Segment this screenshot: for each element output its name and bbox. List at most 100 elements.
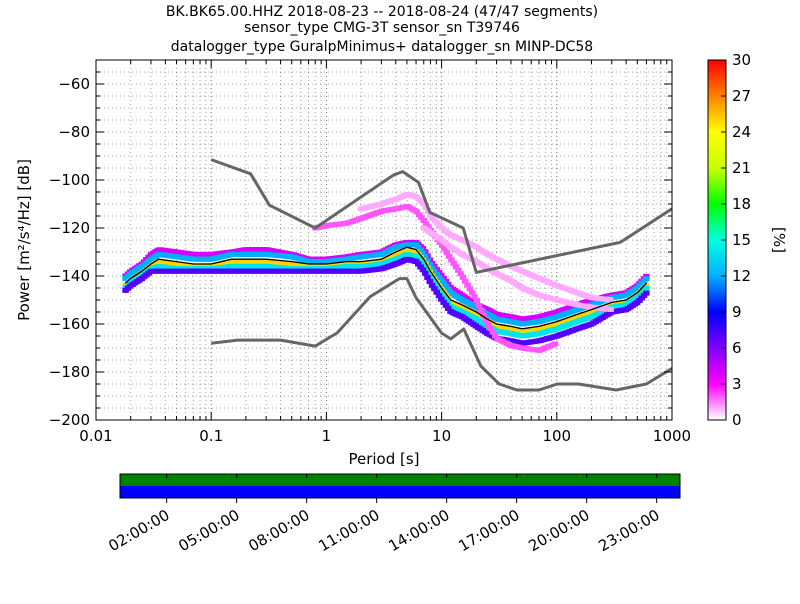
y-tick-label: −140 <box>49 267 90 285</box>
colorbar-label: [%] <box>770 227 788 253</box>
density-cell <box>427 213 434 219</box>
density-cell <box>415 212 423 218</box>
density-cell <box>482 317 490 323</box>
nlnm-line <box>211 277 673 392</box>
y-tick-label: −120 <box>49 219 90 237</box>
density-cell <box>428 265 436 271</box>
density-cell <box>466 286 474 292</box>
timeline-tick-label: 11:00:00 <box>315 506 382 555</box>
density-cell <box>551 341 559 347</box>
density-cell <box>412 249 420 255</box>
density-cell <box>441 246 448 252</box>
y-tick-label: −100 <box>49 171 90 189</box>
density-cell <box>487 326 494 332</box>
density-cell <box>475 302 483 308</box>
density-cell <box>417 247 424 253</box>
y-tick-label: −60 <box>58 75 90 93</box>
density-cell <box>433 289 440 295</box>
colorbar-ticks: 0 3 6 9 12 15 18 21 24 27 30 <box>721 51 751 429</box>
timeline-tick-label: 23:00:00 <box>595 506 662 555</box>
density-cell <box>415 244 422 250</box>
density-cell <box>606 297 614 303</box>
x-axis-ticks: 0.01 0.1 1 10 100 1000 <box>79 60 691 445</box>
timeline: 02:00:00 05:00:00 08:00:00 11:00:00 14:00:00… <box>105 473 681 555</box>
timeline-tick-label: 14:00:00 <box>385 506 452 555</box>
timeline-tick-label: 20:00:00 <box>525 506 592 555</box>
density-cell <box>419 267 427 273</box>
density-cell <box>420 218 428 224</box>
density-cell <box>440 280 447 286</box>
density-cells <box>122 191 650 353</box>
density-cell <box>438 277 445 283</box>
density-cell <box>489 329 497 335</box>
density-cell <box>464 282 471 288</box>
noise-models <box>210 158 673 392</box>
plot-area <box>96 60 672 420</box>
density-cell <box>450 260 457 266</box>
density-cell <box>426 262 434 268</box>
density-cell <box>444 286 452 292</box>
density-cell <box>445 253 453 259</box>
timeline-upper-band <box>120 474 680 486</box>
density-cell <box>459 274 467 280</box>
density-cell <box>425 224 432 230</box>
density-cell <box>440 299 447 305</box>
density-cell <box>412 259 420 265</box>
density-cell <box>420 201 427 207</box>
density-cell <box>443 250 451 256</box>
y-axis-ticks: −200 −180 −160 −140 −120 −100 −80 −60 <box>49 71 672 429</box>
density-cell <box>413 209 421 215</box>
y-tick-label: −180 <box>49 363 90 381</box>
density-cell <box>444 305 452 311</box>
density-cell <box>643 285 650 291</box>
density-cell <box>412 254 420 260</box>
timeline-tick-label: 02:00:00 <box>105 506 172 555</box>
timeline-tick-label: 17:00:00 <box>455 506 522 555</box>
nhnm-line <box>210 158 673 274</box>
colorbar-tick-label: 6 <box>732 339 742 357</box>
chart-title-line-1: BK.BK65.00.HHZ 2018-08-23 -- 2018-08-24 … <box>166 4 598 20</box>
x-tick-label: 1 <box>322 427 332 445</box>
density-cell <box>426 279 434 285</box>
colorbar-tick-label: 27 <box>732 87 751 105</box>
density-cell <box>424 274 431 280</box>
colorbar-tick-label: 3 <box>732 375 742 393</box>
density-cell <box>461 278 469 284</box>
density-cell <box>418 215 425 221</box>
timeline-frame <box>119 473 681 499</box>
y-tick-label: −80 <box>58 123 90 141</box>
density-cell <box>421 270 429 276</box>
colorbar-tick-label: 21 <box>732 159 751 177</box>
colorbar-tick-label: 15 <box>732 231 751 249</box>
colorbar-tick-label: 12 <box>732 267 751 285</box>
x-tick-label: 0.1 <box>199 427 223 445</box>
chart-title-line-3: datalogger_type GuralpMinimus+ datalogge… <box>171 39 593 55</box>
density-cell <box>471 294 478 300</box>
timeline-tick-label: 05:00:00 <box>175 506 242 555</box>
density-cell <box>438 296 445 302</box>
density-cell <box>419 250 427 256</box>
colorbar-tick-label: 0 <box>732 411 742 429</box>
density-cell <box>433 271 440 277</box>
density-cell <box>448 257 455 263</box>
colorbar-tick-label: 9 <box>732 303 742 321</box>
timeline-lower-band <box>120 486 680 498</box>
y-tick-label: −200 <box>49 411 90 429</box>
x-tick-label: 0.01 <box>79 427 112 445</box>
density-cell <box>421 254 429 260</box>
colorbar-tick-label: 18 <box>732 195 751 213</box>
mode-series-line <box>124 246 647 330</box>
density-cell <box>442 302 450 308</box>
x-tick-label: 1000 <box>653 427 691 445</box>
y-axis-label: Power [m²/s⁴/Hz] [dB] <box>15 159 33 321</box>
density-cell <box>435 274 443 280</box>
density-cell <box>422 221 430 227</box>
density-cell <box>607 306 614 312</box>
density-cell <box>428 282 436 288</box>
y-tick-label: −160 <box>49 315 90 333</box>
density-cell <box>438 242 446 248</box>
density-cell <box>422 204 430 210</box>
density-cell <box>431 268 438 274</box>
x-axis-label: Period [s] <box>348 450 419 468</box>
